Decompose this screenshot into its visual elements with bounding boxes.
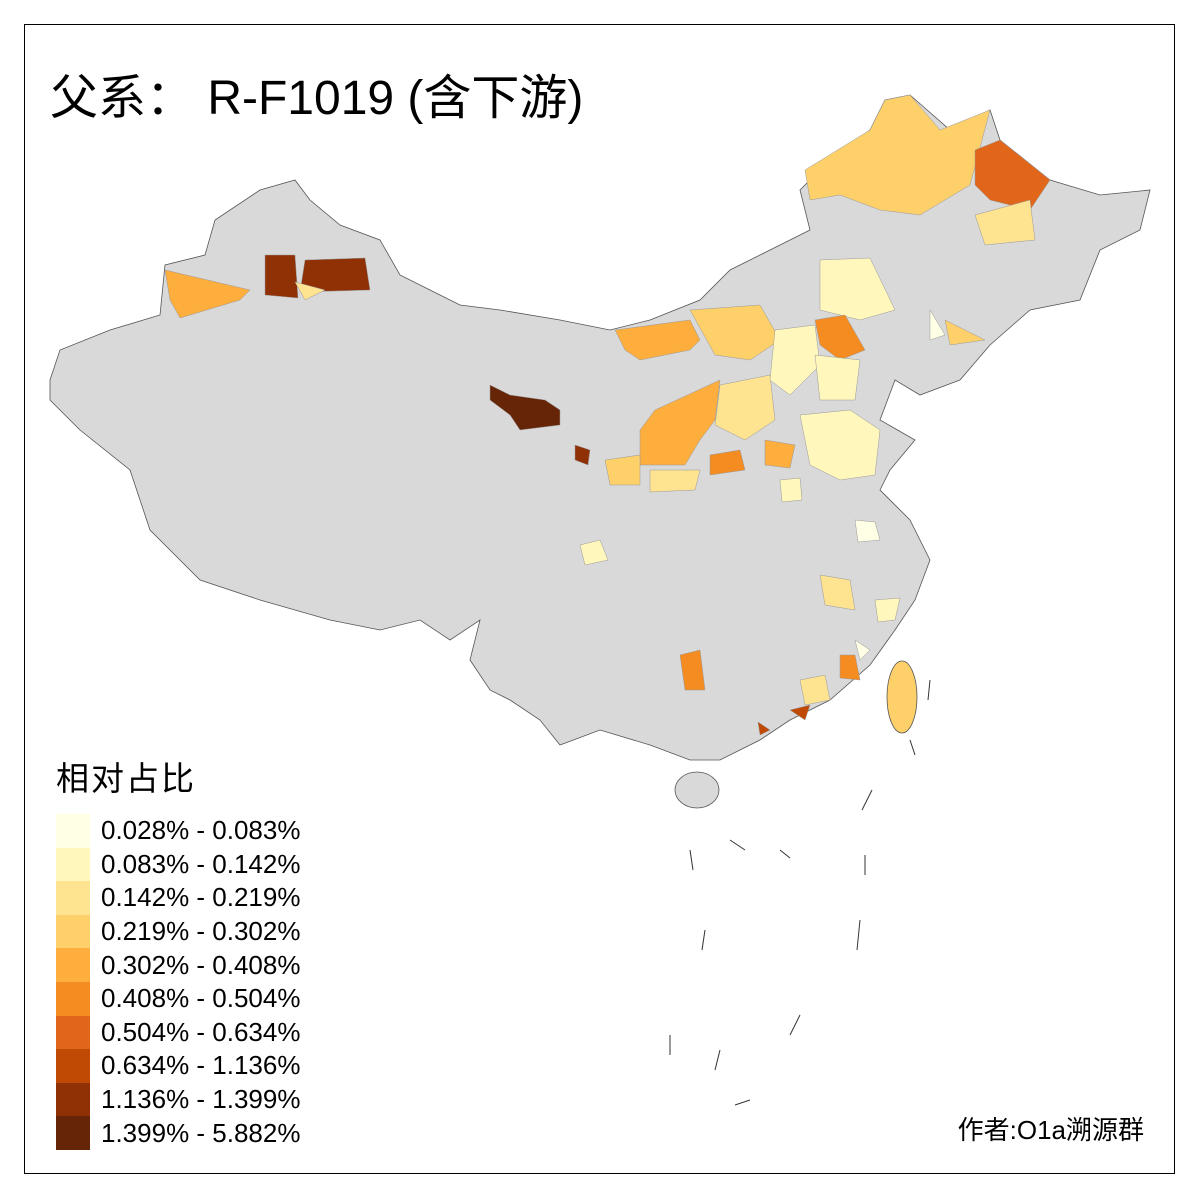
legend-swatch	[56, 948, 90, 982]
region	[804, 94, 991, 216]
region	[799, 409, 881, 481]
legend-item: 0.634% - 1.136%	[56, 1049, 300, 1083]
legend-label: 0.142% - 0.219%	[101, 882, 301, 913]
region	[679, 649, 706, 691]
legend-items: 0.028% - 0.083% 0.083% - 0.142% 0.142% - 0…	[56, 814, 300, 1150]
region	[819, 574, 856, 611]
legend-label: 0.408% - 0.504%	[101, 983, 301, 1014]
legend-item: 0.302% - 0.408%	[56, 948, 300, 982]
taiwan	[886, 660, 918, 734]
region	[649, 469, 701, 493]
map-title: 父系： R-F1019 (含下游)	[50, 72, 584, 125]
colored-regions	[164, 94, 1051, 736]
legend-item: 1.399% - 5.882%	[56, 1116, 300, 1150]
legend-item: 0.504% - 0.634%	[56, 1015, 301, 1050]
south-china-sea-islands	[669, 679, 931, 1106]
region	[264, 254, 299, 299]
legend-swatch	[56, 847, 90, 882]
region	[714, 374, 776, 441]
legend-item: 0.219% - 0.302%	[56, 914, 301, 949]
legend-label: 0.083% - 0.142%	[101, 848, 301, 879]
region	[974, 199, 1036, 246]
map-frame	[24, 24, 1175, 1174]
legend-label: 0.028% - 0.083%	[101, 815, 301, 846]
region	[574, 444, 591, 466]
legend-swatch	[56, 1082, 90, 1117]
legend-item: 1.136% - 1.399%	[56, 1082, 301, 1117]
region	[814, 354, 861, 401]
region	[614, 319, 701, 361]
legend-item: 0.083% - 0.142%	[56, 847, 301, 882]
legend-title: 相对占比	[56, 760, 196, 797]
legend-label: 0.504% - 0.634%	[101, 1016, 301, 1047]
region	[579, 539, 609, 566]
region	[819, 257, 896, 321]
legend-label: 1.399% - 5.882%	[101, 1117, 301, 1148]
region	[854, 639, 871, 661]
region	[639, 379, 721, 466]
region	[779, 477, 803, 503]
region	[689, 304, 781, 361]
legend-swatch	[56, 981, 90, 1016]
region	[814, 314, 866, 361]
region	[874, 597, 901, 623]
legend-item: 0.028% - 0.083%	[56, 814, 300, 848]
hainan	[674, 771, 720, 809]
region	[944, 319, 986, 346]
author-credit: 作者:O1a溯源群	[957, 1115, 1144, 1145]
legend-label: 0.219% - 0.302%	[101, 916, 301, 947]
region	[164, 269, 251, 319]
legend-swatch	[56, 1116, 90, 1150]
region	[769, 324, 821, 396]
legend-swatch	[56, 1049, 90, 1083]
legend-label: 0.302% - 0.408%	[101, 949, 301, 980]
legend-item: 0.142% - 0.219%	[56, 881, 300, 915]
region	[854, 519, 881, 543]
region	[839, 654, 861, 681]
region	[789, 704, 811, 721]
region	[294, 281, 326, 301]
legend-label: 0.634% - 1.136%	[101, 1050, 301, 1081]
region	[299, 257, 371, 293]
region	[489, 384, 561, 431]
region	[604, 454, 641, 486]
region	[929, 309, 946, 341]
region	[757, 721, 771, 736]
legend-swatch	[56, 814, 90, 848]
region	[709, 449, 746, 476]
legend-swatch	[56, 914, 90, 949]
legend-item: 0.408% - 0.504%	[56, 981, 301, 1016]
legend-swatch	[56, 881, 90, 915]
legend: 相对占比 0.028% - 0.083% 0.083% - 0.142% 0.142…	[56, 752, 300, 1150]
region	[799, 674, 831, 706]
region	[764, 439, 796, 469]
legend-label: 1.136% - 1.399%	[101, 1084, 301, 1115]
legend-swatch	[56, 1015, 90, 1050]
